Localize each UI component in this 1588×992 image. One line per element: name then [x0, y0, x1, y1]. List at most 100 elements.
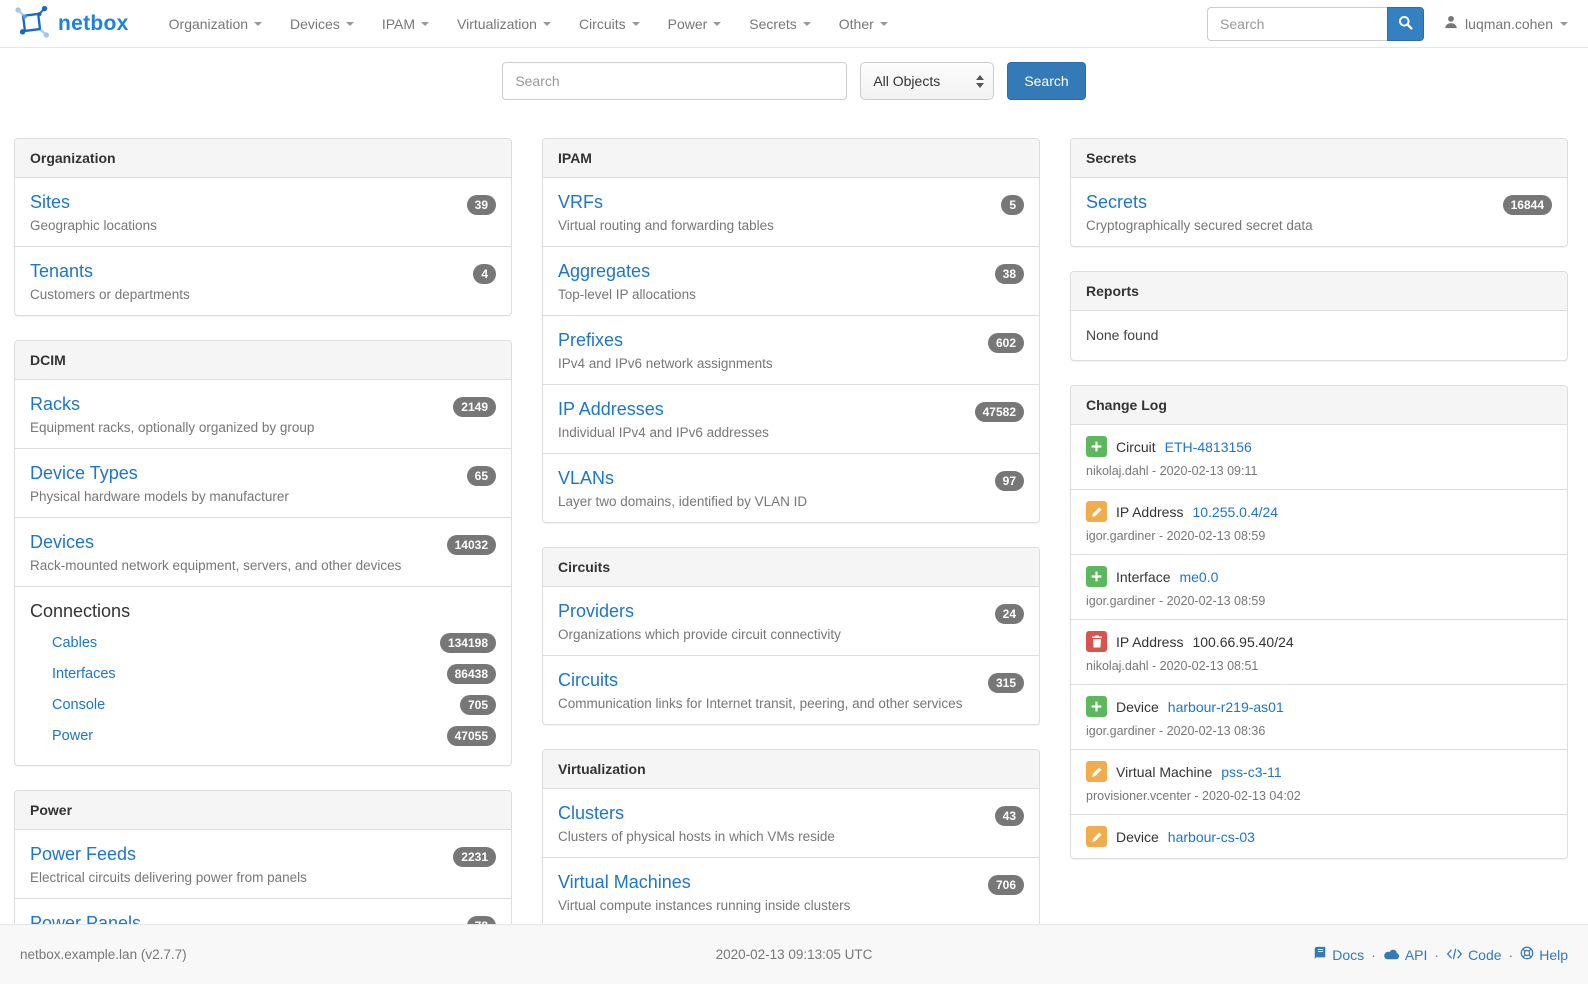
- panel-title: Change Log: [1071, 386, 1567, 425]
- changelog-entry: Virtual Machine pss-c3-11 provisioner.vc…: [1071, 750, 1567, 815]
- prefixes-link[interactable]: Prefixes: [558, 330, 624, 350]
- panel-title: Secrets: [1071, 139, 1567, 178]
- user-menu[interactable]: luqman.cohen: [1444, 15, 1574, 32]
- changelog-meta: igor.gardiner - 2020-02-13 08:36: [1086, 724, 1266, 738]
- menu-power[interactable]: Power: [654, 0, 736, 48]
- global-search-button[interactable]: Search: [1007, 62, 1086, 100]
- secrets-link[interactable]: Secrets: [1086, 192, 1148, 212]
- api-link[interactable]: API: [1383, 947, 1427, 963]
- select-stepper-icon: [976, 74, 985, 88]
- tenants-link[interactable]: Tenants: [30, 261, 94, 281]
- changelog-object-type: IP Address: [1116, 503, 1184, 520]
- reports-empty-text: None found: [1086, 327, 1159, 343]
- main-menu: Organization Devices IPAM Virtualization…: [155, 0, 902, 48]
- column-right: Secrets 16844 Secrets Cryptographically …: [1070, 138, 1568, 992]
- changelog-object-link[interactable]: 10.255.0.4/24: [1192, 503, 1279, 520]
- chevron-down-icon: [631, 21, 640, 26]
- panel-ipam: IPAM 5 VRFs Virtual routing and forwardi…: [542, 138, 1040, 523]
- providers-link[interactable]: Providers: [558, 601, 635, 621]
- selected-scope: All Objects: [873, 73, 941, 89]
- device-types-link[interactable]: Device Types: [30, 463, 138, 483]
- list-item: 39 Sites Geographic locations: [15, 178, 511, 247]
- vrfs-link[interactable]: VRFs: [558, 192, 603, 212]
- menu-virtualization[interactable]: Virtualization: [443, 0, 565, 48]
- connections-row: Interfaces 86438: [30, 659, 496, 690]
- menu-circuits[interactable]: Circuits: [565, 0, 654, 48]
- global-search-input[interactable]: [502, 62, 848, 100]
- count-badge: 4: [473, 264, 496, 284]
- clusters-link[interactable]: Clusters: [558, 803, 625, 823]
- count-badge: 602: [987, 333, 1024, 353]
- changelog-meta: nikolaj.dahl - 2020-02-13 09:11: [1086, 464, 1258, 478]
- navbar-search-button[interactable]: [1387, 6, 1425, 41]
- panel-title: Power: [15, 791, 511, 830]
- menu-ipam[interactable]: IPAM: [368, 0, 443, 48]
- cloud-icon: [1383, 947, 1400, 963]
- chevron-down-icon: [421, 21, 430, 26]
- list-item: 16844 Secrets Cryptographically secured …: [1071, 178, 1567, 246]
- chevron-down-icon: [802, 21, 811, 26]
- aggregates-link[interactable]: Aggregates: [558, 261, 651, 281]
- help-link[interactable]: Help: [1520, 946, 1568, 963]
- menu-organization[interactable]: Organization: [155, 0, 276, 48]
- changelog-object-link[interactable]: pss-c3-11: [1221, 763, 1282, 780]
- list-item: 65 Device Types Physical hardware models…: [15, 449, 511, 518]
- changelog-object-link[interactable]: me0.0: [1179, 568, 1219, 585]
- list-item: 602 Prefixes IPv4 and IPv6 network assig…: [543, 316, 1039, 385]
- server-time: 2020-02-13 09:13:05 UTC: [715, 947, 873, 962]
- connections-row: Console 705: [30, 690, 496, 721]
- changelog-meta: provisioner.vcenter - 2020-02-13 04:02: [1086, 789, 1301, 803]
- chevron-down-icon: [1560, 21, 1568, 26]
- count-badge: 47055: [446, 726, 496, 746]
- item-description: Virtual routing and forwarding tables: [558, 218, 774, 233]
- power-feeds-link[interactable]: Power Feeds: [30, 844, 137, 864]
- count-badge: 134198: [439, 633, 496, 653]
- plus-icon: [1086, 696, 1107, 717]
- cables-link[interactable]: Cables: [52, 635, 98, 651]
- count-badge: 97: [994, 471, 1024, 491]
- code-link[interactable]: Code: [1446, 947, 1502, 963]
- devices-link[interactable]: Devices: [30, 532, 95, 552]
- changelog-object-link[interactable]: ETH-4813156: [1164, 438, 1252, 455]
- brand-name: netbox: [58, 11, 129, 35]
- search-icon: [1398, 15, 1413, 33]
- docs-link[interactable]: Docs: [1313, 946, 1364, 963]
- interfaces-link[interactable]: Interfaces: [52, 666, 116, 682]
- menu-devices[interactable]: Devices: [276, 0, 368, 48]
- footer-links: Docs · API · Code · Help: [1313, 946, 1568, 963]
- netbox-brand[interactable]: netbox: [14, 5, 129, 42]
- count-badge: 16844: [1502, 195, 1552, 215]
- changelog-object-type: Device: [1116, 698, 1159, 715]
- sites-link[interactable]: Sites: [30, 192, 71, 212]
- count-badge: 706: [987, 875, 1024, 895]
- count-badge: 315: [987, 673, 1024, 693]
- list-item: 4 Tenants Customers or departments: [15, 247, 511, 315]
- item-description: Clusters of physical hosts in which VMs …: [558, 829, 835, 844]
- list-item: 97 VLANs Layer two domains, identified b…: [543, 454, 1039, 522]
- object-type-select[interactable]: All Objects: [860, 62, 995, 100]
- list-item: 2149 Racks Equipment racks, optionally o…: [15, 380, 511, 449]
- count-badge: 86438: [446, 664, 496, 684]
- console-link[interactable]: Console: [52, 697, 106, 713]
- power-connections-link[interactable]: Power: [52, 728, 94, 744]
- circuits-link[interactable]: Circuits: [558, 670, 619, 690]
- vlans-link[interactable]: VLANs: [558, 468, 615, 488]
- changelog-object-type: IP Address: [1116, 633, 1184, 650]
- virtual-machines-link[interactable]: Virtual Machines: [558, 872, 691, 892]
- changelog-object-link[interactable]: harbour-r219-as01: [1167, 698, 1284, 715]
- ip-addresses-link[interactable]: IP Addresses: [558, 399, 664, 419]
- navbar-search-input[interactable]: [1207, 6, 1388, 41]
- chevron-down-icon: [879, 21, 888, 26]
- changelog-object-link[interactable]: harbour-cs-03: [1167, 828, 1255, 845]
- connections-row: Cables 134198: [30, 628, 496, 659]
- menu-secrets[interactable]: Secrets: [735, 0, 824, 48]
- user-icon: [1444, 15, 1458, 32]
- item-description: Individual IPv4 and IPv6 addresses: [558, 425, 769, 440]
- menu-other[interactable]: Other: [825, 0, 902, 48]
- racks-link[interactable]: Racks: [30, 394, 81, 414]
- item-description: Electrical circuits delivering power fro…: [30, 870, 307, 885]
- changelog-entry: Interface me0.0 igor.gardiner - 2020-02-…: [1071, 555, 1567, 620]
- item-description: IPv4 and IPv6 network assignments: [558, 356, 773, 371]
- count-badge: 24: [994, 604, 1024, 624]
- connections-section: Connections Cables 134198 Interfaces 864…: [15, 587, 511, 765]
